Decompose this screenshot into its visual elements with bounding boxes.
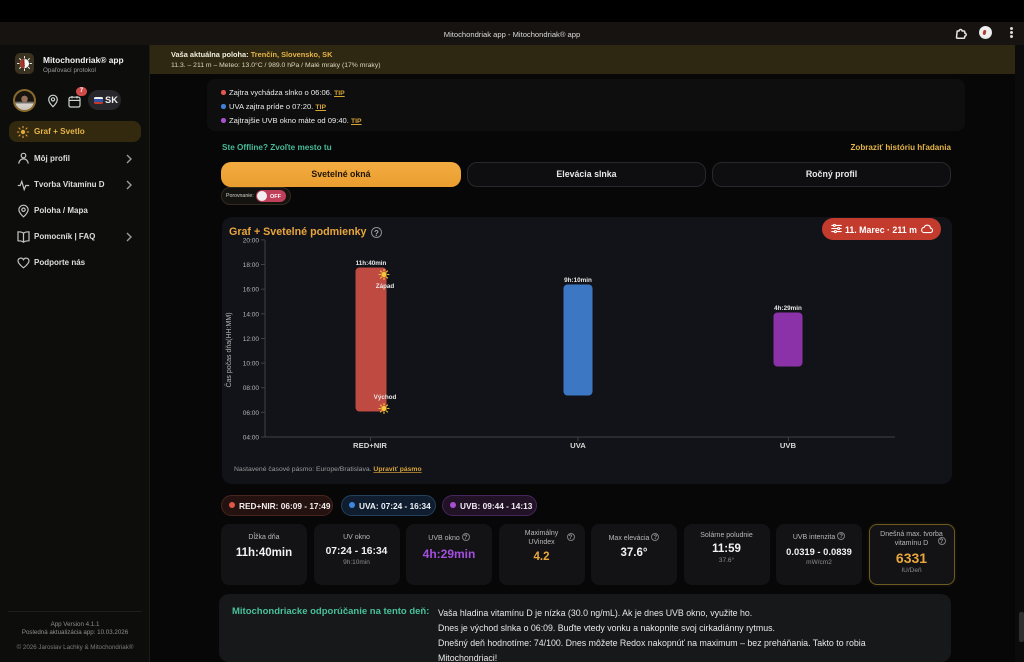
svg-text:14:00: 14:00 <box>243 311 260 318</box>
svg-text:UVB: UVB <box>780 441 797 450</box>
svg-text:Východ: Východ <box>374 394 397 401</box>
svg-text:18:00: 18:00 <box>243 262 260 269</box>
svg-text:08:00: 08:00 <box>243 385 260 392</box>
svg-text:12:00: 12:00 <box>243 336 260 343</box>
svg-text:4h:29min: 4h:29min <box>774 305 802 312</box>
svg-text:11h:40min: 11h:40min <box>356 260 387 267</box>
svg-text:9h:10min: 9h:10min <box>564 277 592 284</box>
svg-text:Čas počas dňa(HH:MM): Čas počas dňa(HH:MM) <box>224 312 233 387</box>
svg-text:10:00: 10:00 <box>243 361 260 368</box>
svg-text:04:00: 04:00 <box>243 435 260 442</box>
svg-text:06:00: 06:00 <box>243 410 260 417</box>
svg-text:UVA: UVA <box>570 441 586 450</box>
svg-text:20:00: 20:00 <box>243 237 260 244</box>
svg-text:RED+NIR: RED+NIR <box>353 441 387 450</box>
svg-text:Západ: Západ <box>376 283 395 290</box>
svg-text:16:00: 16:00 <box>243 287 260 294</box>
svg-text:Nastavené časové pásmo: Europe: Nastavené časové pásmo: Europe/Bratislav… <box>234 466 422 473</box>
